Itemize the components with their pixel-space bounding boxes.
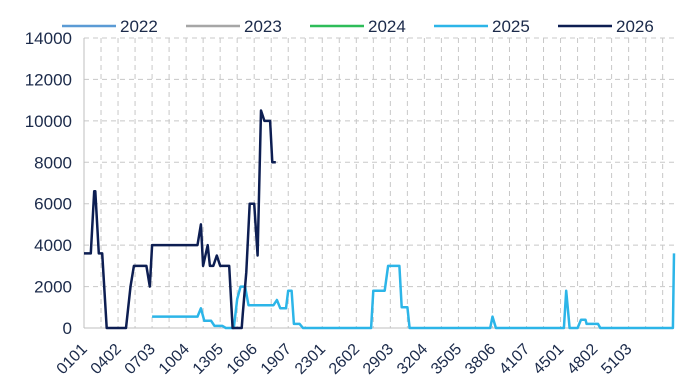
- y-tick-label: 14000: [25, 29, 72, 48]
- grid: [84, 37, 674, 328]
- y-tick-label: 4000: [34, 236, 72, 255]
- y-tick-label: 0: [63, 319, 72, 338]
- legend-item-2024: 2024: [310, 17, 406, 36]
- legend: 2022 2023 2024 2025 2026: [62, 17, 654, 36]
- series-line-2026: [84, 109, 276, 330]
- x-tick-label: 4802: [564, 341, 601, 378]
- x-tick-label: 5103: [598, 341, 635, 378]
- legend-item-2026: 2026: [558, 17, 654, 36]
- legend-label: 2022: [120, 17, 158, 36]
- x-tick-label: 2903: [360, 341, 397, 378]
- x-tick-label: 1305: [190, 341, 227, 378]
- y-tick-label: 2000: [34, 278, 72, 297]
- x-tick-label: 3806: [462, 341, 499, 378]
- series-lines: [84, 109, 676, 330]
- series-line-2025: [152, 253, 676, 330]
- legend-label: 2024: [368, 17, 406, 36]
- x-tick-label: 0101: [54, 341, 91, 378]
- x-tick-label: 2602: [326, 341, 363, 378]
- x-tick-label: 0703: [122, 341, 159, 378]
- y-tick-label: 10000: [25, 112, 72, 131]
- legend-item-2023: 2023: [186, 17, 282, 36]
- x-tick-label: 4501: [530, 341, 567, 378]
- legend-label: 2023: [244, 17, 282, 36]
- legend-label: 2026: [616, 17, 654, 36]
- x-tick-label: 4107: [496, 341, 533, 378]
- x-tick-label: 1907: [258, 341, 295, 378]
- legend-item-2022: 2022: [62, 17, 158, 36]
- x-tick-label: 1606: [224, 341, 261, 378]
- legend-label: 2025: [492, 17, 530, 36]
- x-tick-label: 3204: [394, 341, 431, 378]
- legend-item-2025: 2025: [434, 17, 530, 36]
- x-tick-label: 2301: [292, 341, 329, 378]
- x-tick-label: 0402: [88, 341, 125, 378]
- y-tick-label: 6000: [34, 195, 72, 214]
- x-tick-label: 3505: [428, 341, 465, 378]
- y-tick-label: 12000: [25, 70, 72, 89]
- x-tick-label: 1004: [156, 341, 193, 378]
- y-tick-label: 8000: [34, 153, 72, 172]
